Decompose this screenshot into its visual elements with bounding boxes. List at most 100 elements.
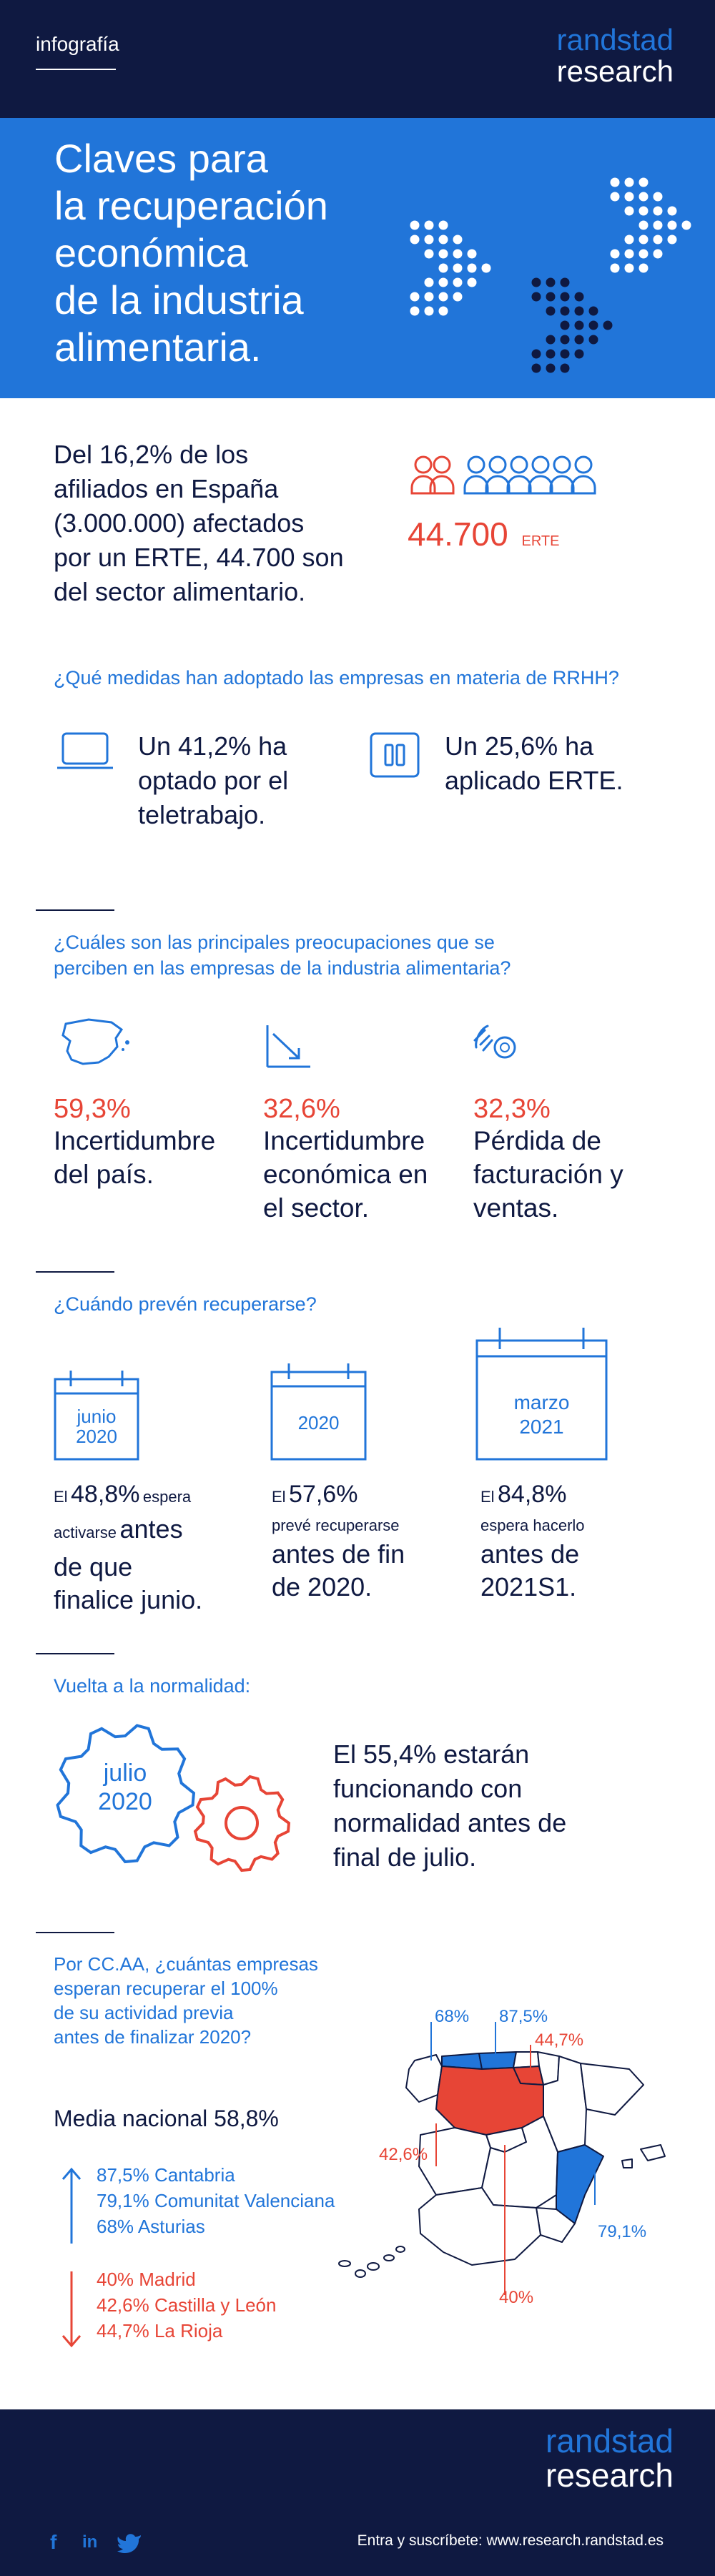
- person-icon: [549, 475, 575, 495]
- gear-label-line: 2020: [98, 1788, 152, 1815]
- concern-line: ventas.: [473, 1193, 559, 1223]
- decor-dot: [588, 335, 598, 345]
- recovery-question: ¿Cuándo prevén recuperarse?: [54, 1293, 317, 1315]
- top-bar: infografía randstad research: [0, 0, 715, 118]
- region-canarias: [338, 2246, 405, 2278]
- concern-line: económica en: [263, 1160, 428, 1189]
- facebook-icon[interactable]: f: [50, 2531, 57, 2553]
- map-label-asturias: 68%: [435, 2007, 470, 2026]
- calendar-icon: junio 2020: [54, 1369, 139, 1461]
- calendar-icon: marzo 2021: [475, 1326, 608, 1461]
- decor-dot: [560, 292, 570, 302]
- divider: [36, 1932, 114, 1933]
- divider: [36, 1653, 114, 1654]
- person-icon: [553, 455, 571, 474]
- decor-dot: [453, 249, 463, 259]
- person-icon: [574, 455, 593, 474]
- decor-dot: [653, 192, 663, 202]
- decor-dot: [410, 235, 420, 245]
- recovery-small: espera: [142, 1488, 192, 1506]
- decor-dot: [610, 177, 620, 187]
- decor-dot: [624, 235, 634, 245]
- decor-dot: [531, 292, 541, 302]
- decor-dot: [624, 249, 634, 259]
- spain-map-icon: [61, 1018, 129, 1065]
- brand-line-2: research: [556, 54, 674, 88]
- recovery-pct: 84,8%: [498, 1481, 567, 1508]
- decor-dot: [410, 306, 420, 316]
- region-cataluna: [580, 2063, 644, 2116]
- recovery-rest: antes: [119, 1514, 183, 1544]
- decor-dot: [653, 220, 663, 230]
- top-region: 79,1% Comunitat Valenciana: [97, 2190, 335, 2211]
- recovery-rest: finalice junio.: [54, 1585, 203, 1614]
- arrow-down-icon: [61, 2271, 82, 2348]
- recovery-rest: de 2020.: [272, 1572, 373, 1602]
- decor-dot: [603, 320, 613, 330]
- calendar-label: marzo: [513, 1391, 570, 1413]
- normal-text: El 55,4% estarán funcionando con normali…: [333, 1737, 566, 1875]
- recovery-el: El: [54, 1488, 68, 1506]
- infografia-tag: infografía: [36, 33, 119, 55]
- divider: [36, 909, 114, 911]
- decor-dot: [681, 220, 691, 230]
- decor-dot: [653, 206, 663, 216]
- recovery-text: El 48,8% espera activarse antes de que f…: [54, 1480, 247, 1617]
- twitter-icon[interactable]: [117, 2532, 142, 2554]
- concern-pct: 32,3%: [473, 1094, 551, 1124]
- people-icons: [410, 455, 596, 495]
- recovery-small: prevé recuperarse: [272, 1516, 400, 1534]
- decor-dot: [624, 177, 634, 187]
- linkedin-icon[interactable]: in: [82, 2532, 98, 2552]
- rrhh-line: Un 25,6% ha: [445, 731, 594, 761]
- decor-dot: [638, 249, 649, 259]
- normal-line: El 55,4% estarán: [333, 1739, 530, 1769]
- rrhh-item-telework: Un 41,2% ha optado por el teletrabajo.: [138, 729, 288, 832]
- rrhh-line: optado por el: [138, 766, 289, 795]
- ccaa-question-line: esperan recuperar el 100%: [54, 1978, 278, 1999]
- decor-dot: [453, 263, 463, 273]
- bottom-region: 42,6% Castilla y León: [97, 2294, 277, 2316]
- concern-pct: 59,3%: [54, 1094, 131, 1124]
- brand-logo[interactable]: randstad research: [557, 24, 674, 87]
- decor-dot: [424, 249, 434, 259]
- region-andalucia: [418, 2187, 541, 2266]
- decor-dot: [546, 363, 556, 373]
- rrhh-line: Un 41,2% ha: [138, 731, 287, 761]
- person-icon: [485, 475, 511, 495]
- map-label-valencia: 79,1%: [598, 2222, 647, 2241]
- decor-dot: [638, 220, 649, 230]
- erte-value: 44.700 ERTE: [408, 515, 559, 553]
- bottom-region: 44,7% La Rioja: [97, 2320, 223, 2341]
- decor-dot: [560, 277, 570, 287]
- top-regions-list: 87,5% Cantabria 79,1% Comunitat Valencia…: [97, 2162, 335, 2239]
- decor-dot: [546, 349, 556, 359]
- hero-title-line: de la industria: [54, 277, 304, 322]
- map-label-madrid: 40%: [499, 2288, 534, 2307]
- coin-hand-icon: [473, 1025, 516, 1059]
- footer-brand-logo[interactable]: randstad research: [546, 2424, 674, 2492]
- recovery-pct: 57,6%: [289, 1481, 358, 1508]
- map-label-rioja: 44,7%: [535, 2030, 584, 2050]
- decor-dot: [610, 249, 620, 259]
- decor-dot: [624, 263, 634, 273]
- decor-dot: [424, 292, 434, 302]
- ccaa-question-line: de su actividad previa: [54, 2002, 234, 2023]
- decor-dot: [588, 320, 598, 330]
- decor-dot: [467, 263, 477, 273]
- decor-dot: [438, 306, 448, 316]
- decor-dot: [560, 306, 570, 316]
- person-icon: [488, 455, 507, 474]
- concern-pct: 32,6%: [263, 1094, 340, 1124]
- hero-title-line: económica: [54, 230, 248, 275]
- footer-subscribe[interactable]: Entra y suscríbete: www.research.randsta…: [357, 2532, 664, 2549]
- normal-line: funcionando con: [333, 1774, 523, 1803]
- decor-dot: [638, 177, 649, 187]
- decor-dot: [438, 263, 448, 273]
- decor-dot: [667, 206, 677, 216]
- decor-dot: [481, 263, 491, 273]
- recovery-el: El: [480, 1488, 495, 1506]
- decor-dot: [438, 249, 448, 259]
- decor-dot: [610, 263, 620, 273]
- decor-dot: [574, 320, 584, 330]
